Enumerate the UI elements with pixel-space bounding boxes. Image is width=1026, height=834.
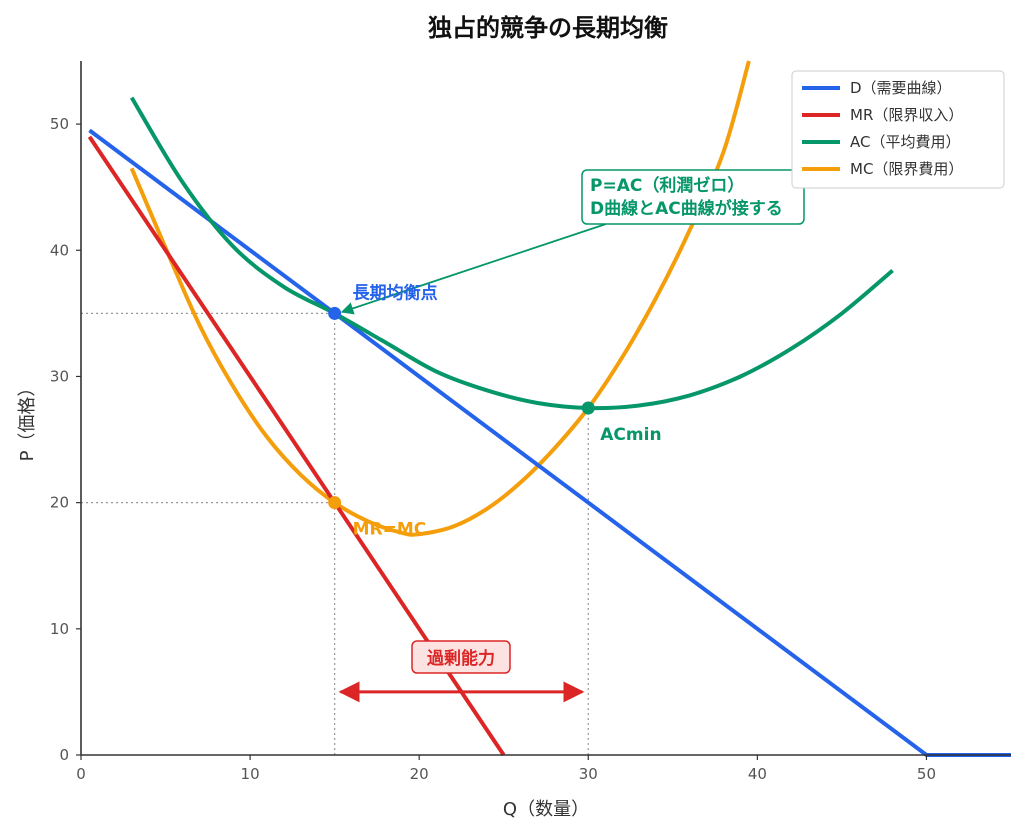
y-tick-label: 20 — [50, 494, 69, 512]
points-layer: 長期均衡点 ACmin MR=MC — [328, 282, 662, 540]
point-ac_min — [581, 401, 595, 415]
point-mr_mc — [328, 496, 342, 510]
x-tick-label: 10 — [241, 765, 260, 783]
series-line-demand — [88, 128, 1011, 757]
x-tick-label: 0 — [76, 765, 86, 783]
y-axis-label: P（価格） — [17, 379, 38, 462]
legend: D（需要曲線） MR（限界収入） AC（平均費用） MC（限界費用） — [791, 70, 1005, 189]
point-label-long_run_eq: 長期均衡点 — [353, 282, 438, 303]
tangency-arrow — [340, 223, 607, 315]
tangency-box — [581, 169, 805, 225]
legend-label-ac: AC（平均費用） — [850, 133, 960, 151]
series-line-ac — [129, 96, 894, 411]
point-label-mr_mc: MR=MC — [353, 520, 427, 540]
legend-label-demand: D（需要曲線） — [850, 79, 952, 97]
guide-lines — [81, 312, 589, 755]
legend-box — [791, 70, 1005, 189]
x-tick-label: 50 — [917, 765, 936, 783]
y-tick-label: 40 — [50, 241, 69, 259]
y-tick-label: 30 — [50, 367, 69, 385]
point-long_run_eq — [328, 306, 342, 320]
legend-items: D（需要曲線） MR（限界収入） AC（平均費用） MC（限界費用） — [802, 79, 963, 178]
y-tick-label: 50 — [50, 115, 69, 133]
series-line-mc — [129, 60, 751, 537]
excess-capacity-annotation: 過剰能力 — [338, 640, 585, 703]
y-tick-label: 0 — [59, 746, 69, 764]
x-tick-label: 30 — [579, 765, 598, 783]
x-ticks: 0 10 20 30 40 50 — [76, 755, 936, 783]
legend-label-mr: MR（限界収入） — [850, 106, 963, 124]
x-tick-label: 20 — [410, 765, 429, 783]
y-tick-label: 10 — [50, 620, 69, 638]
tangency-label-line1: P=AC（利潤ゼロ） — [590, 175, 744, 196]
axes: 0 10 20 30 40 50 0 10 20 30 40 50 — [50, 61, 1011, 783]
x-axis-label: Q（数量） — [503, 799, 589, 820]
legend-label-mc: MC（限界費用） — [850, 160, 963, 178]
tangency-annotation: P=AC（利潤ゼロ） D曲線とAC曲線が接する — [340, 169, 805, 315]
point-label-ac_min: ACmin — [600, 425, 661, 445]
tangency-label-line2: D曲線とAC曲線が接する — [590, 198, 783, 219]
x-tick-label: 40 — [748, 765, 767, 783]
y-ticks: 0 10 20 30 40 50 — [50, 115, 81, 764]
excess-capacity-box — [411, 640, 511, 674]
excess-capacity-label: 過剰能力 — [427, 648, 495, 669]
chart-title: 独占的競争の長期均衡 — [428, 14, 668, 42]
